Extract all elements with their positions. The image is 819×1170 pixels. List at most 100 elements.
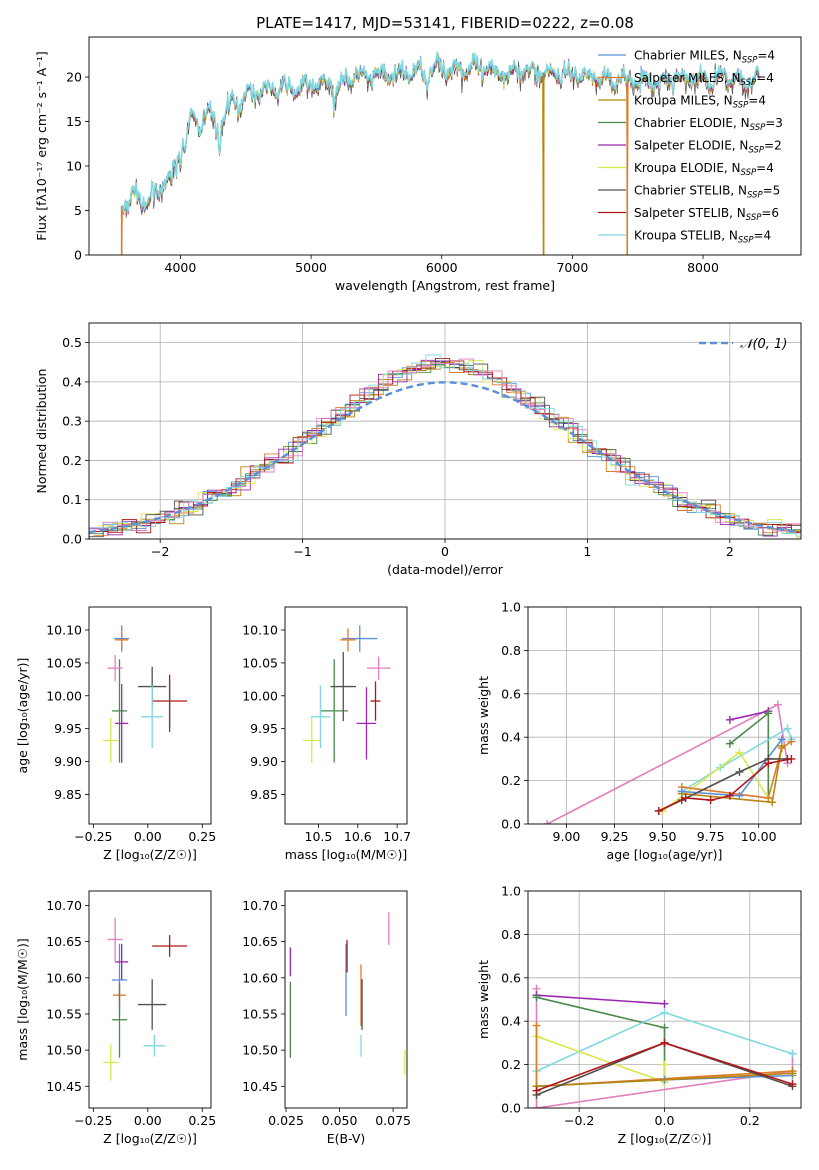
x-tick-label: 9.25	[601, 829, 629, 844]
series-marker	[677, 787, 686, 796]
plot-area	[543, 700, 796, 824]
y-tick-label: 9.90	[54, 754, 82, 769]
histogram-pink	[89, 358, 801, 532]
plot-area	[120, 51, 760, 255]
series-line-kroupa-miles	[536, 1072, 793, 1088]
axes-frame	[284, 890, 408, 1109]
panel-age-vs-mass: 10.5 10.6 10.7 9.85 9.90 9.95 10.00 10.05 10.10 m…	[242, 606, 411, 862]
y-tick-label: 5	[74, 203, 82, 218]
y-axis-label: Normed distribution	[34, 369, 49, 494]
series-marker	[532, 1086, 541, 1095]
x-tick-label: 10.7	[383, 829, 411, 844]
normal-curve	[89, 381, 801, 534]
series-marker	[660, 1023, 669, 1032]
y-tick-label: 0.5	[62, 335, 82, 350]
legend-entry: Kroupa MILES, NSSP=4	[634, 94, 766, 111]
x-axis-label: Z [log₁₀(Z/Z☉)]	[103, 1131, 197, 1146]
y-tick-label: 10.70	[46, 898, 82, 913]
y-tick-label: 9.85	[54, 787, 82, 802]
panel-mass-vs-EBV: 0.025 0.050 0.075 10.45 10.50 10.55 10.60 10.65…	[242, 890, 411, 1146]
y-tick-label: 9.90	[250, 754, 278, 769]
y-tick-label: 0.2	[62, 453, 82, 468]
y-tick-label: 0.2	[501, 1057, 521, 1072]
x-tick-label: 7000	[556, 260, 588, 275]
series-marker	[768, 798, 777, 807]
panel-mass-vs-Z: −0.25 0.00 0.25 10.45 10.50 10.55 10.60 10.65 10…	[15, 890, 216, 1146]
spectrum-line-salpeter-miles	[121, 55, 760, 255]
y-tick-label: 0.6	[501, 970, 521, 985]
plot-area	[103, 917, 188, 1081]
legend-entry: Kroupa STELIB, NSSP=4	[634, 229, 771, 246]
legend-entry: Salpeter ELODIE, NSSP=2	[634, 139, 782, 156]
x-tick-label: 0.2	[740, 1113, 760, 1128]
y-tick-label: 10.00	[46, 688, 82, 703]
figure-title: PLATE=1417, MJD=53141, FIBERID=0222, z=0…	[256, 14, 634, 32]
y-tick-label: 10.70	[242, 898, 278, 913]
x-tick-label: 10.6	[344, 829, 372, 844]
panel-residuals: −2 −1 0 1 2 0.0 0.1 0.2 0.3 0.4 0.5 (data-model)/er…	[34, 322, 802, 577]
series-marker	[764, 709, 773, 718]
y-tick-label: 1.0	[501, 600, 521, 615]
series-marker	[660, 999, 669, 1008]
y-tick-label: 9.85	[250, 787, 278, 802]
y-tick-label: 0.3	[62, 414, 82, 429]
y-tick-label: 0.0	[501, 817, 521, 832]
x-tick-label: 0.25	[188, 1113, 216, 1128]
series-marker	[788, 1069, 797, 1078]
y-tick-label: 10.60	[46, 970, 82, 985]
y-tick-label: 10.50	[242, 1043, 278, 1058]
series-marker	[725, 715, 734, 724]
panel-weight-vs-age: 9.00 9.25 9.50 9.75 10.00 0.0 0.2 0.4 0.6 0.8 1.0 a…	[476, 600, 802, 862]
y-tick-label: 0.0	[501, 1101, 521, 1116]
y-tick-label: 10.65	[242, 934, 278, 949]
x-tick-label: 10.00	[741, 829, 777, 844]
series-marker	[532, 993, 541, 1002]
series-marker	[735, 791, 744, 800]
x-tick-label: 0.0	[655, 1113, 675, 1128]
y-axis-label: Flux [fλ10⁻¹⁷ erg cm⁻² s⁻¹ A⁻¹]	[34, 51, 49, 240]
y-tick-label: 0.8	[501, 643, 521, 658]
axes-frame	[527, 606, 802, 825]
y-axis-label: mass weight	[476, 960, 491, 1039]
x-tick-label: 2	[726, 544, 734, 559]
plot-area	[89, 354, 801, 538]
x-axis-label: age [log₁₀(age/yr)]	[607, 847, 723, 862]
legend-entry: Kroupa ELODIE, NSSP=4	[634, 161, 774, 178]
series-marker	[725, 739, 734, 748]
y-tick-label: 0.2	[501, 773, 521, 788]
x-tick-label: 0.25	[188, 829, 216, 844]
y-tick-label: 0.0	[62, 532, 82, 547]
y-axis-label: mass [log₁₀(M/M☉)]	[15, 938, 30, 1060]
series-marker	[532, 1104, 541, 1108]
legend-entry: 𝒩(0, 1)	[740, 337, 787, 352]
series-marker	[706, 796, 715, 805]
y-tick-label: 0.4	[501, 730, 521, 745]
series-line-salpeter-elodie	[729, 710, 769, 721]
axes-frame	[527, 890, 802, 1109]
series-marker	[777, 735, 786, 744]
x-tick-label: 6000	[426, 260, 458, 275]
x-tick-label: 0.025	[268, 1113, 304, 1128]
x-axis-label: E(B-V)	[327, 1131, 366, 1146]
series-marker	[787, 737, 796, 746]
y-axis-label: mass weight	[476, 676, 491, 755]
x-axis-label: (data-model)/error	[387, 562, 504, 577]
x-tick-label: 0	[441, 544, 449, 559]
y-tick-label: 10.65	[46, 934, 82, 949]
series-line-salpeter-miles	[681, 740, 792, 799]
x-tick-label: 5000	[295, 260, 327, 275]
legend-entry: Chabrier ELODIE, NSSP=3	[634, 116, 783, 133]
y-tick-label: 10.55	[242, 1006, 278, 1021]
x-tick-label: 9.50	[649, 829, 677, 844]
legend-entry: Chabrier STELIB, NSSP=5	[634, 184, 780, 201]
axes-frame	[88, 36, 802, 256]
legend-entry: Salpeter MILES, NSSP=4	[634, 71, 774, 88]
axes-frame	[284, 606, 408, 825]
x-tick-label: −0.25	[74, 1113, 112, 1128]
y-tick-label: 10.00	[242, 688, 278, 703]
axes-frame	[88, 890, 212, 1109]
y-tick-label: 10.50	[46, 1043, 82, 1058]
panel-spectrum: 4000 5000 6000 7000 8000 0 5 10 15 20 wavelength […	[34, 36, 802, 293]
x-tick-label: 9.75	[697, 829, 725, 844]
